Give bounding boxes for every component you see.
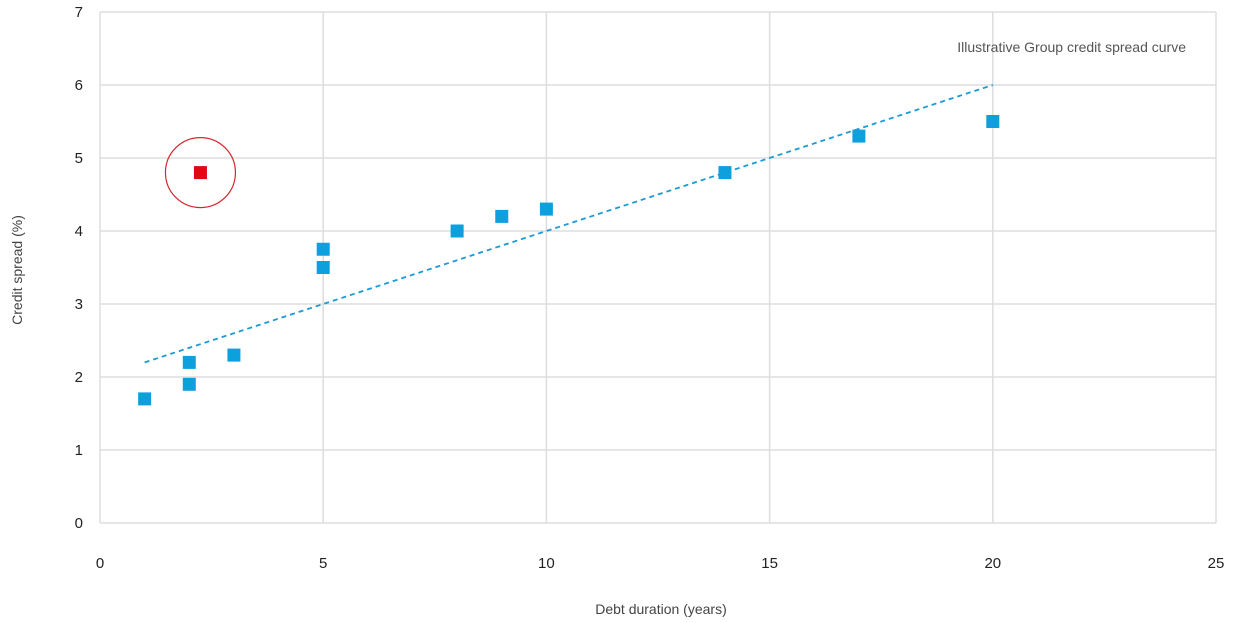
data-point (316, 261, 330, 274)
y-tick-label: 0 (75, 515, 83, 532)
y-tick-label: 4 (75, 223, 83, 240)
data-point (316, 242, 330, 256)
trendline-group (144, 84, 994, 364)
data-point (852, 129, 866, 143)
y-axis-title: Credit spread (%) (9, 215, 25, 325)
data-point (182, 377, 196, 391)
data-point (450, 224, 464, 238)
data-points (138, 115, 1000, 406)
x-tick-label: 25 (1208, 555, 1225, 572)
data-point (138, 392, 152, 406)
x-tick-label: 0 (96, 555, 104, 572)
y-tick-label: 5 (75, 150, 83, 167)
x-tick-label: 5 (319, 555, 327, 572)
y-tick-label: 6 (75, 77, 83, 94)
y-tick-label: 3 (75, 296, 83, 313)
y-tick-label: 1 (75, 442, 83, 459)
trendline (144, 84, 994, 364)
data-point (718, 166, 732, 180)
data-point (227, 348, 241, 362)
data-point (539, 202, 553, 216)
tick-labels: 0 1 2 3 4 5 6 7 0 5 10 15 20 25 (75, 4, 1225, 572)
data-point (182, 355, 196, 369)
highlighted-data-point (193, 166, 207, 180)
x-axis-title: Debt duration (years) (595, 601, 727, 617)
x-tick-label: 10 (538, 555, 555, 572)
y-tick-label: 2 (75, 369, 83, 386)
x-tick-label: 20 (984, 555, 1001, 572)
data-point (495, 209, 509, 223)
data-point (986, 115, 1000, 128)
highlight-circle (164, 137, 237, 209)
x-tick-label: 15 (761, 555, 778, 572)
trendline-annotation: Illustrative Group credit spread curve (957, 39, 1186, 55)
grid (99, 11, 1217, 524)
y-tick-label: 7 (75, 4, 83, 21)
